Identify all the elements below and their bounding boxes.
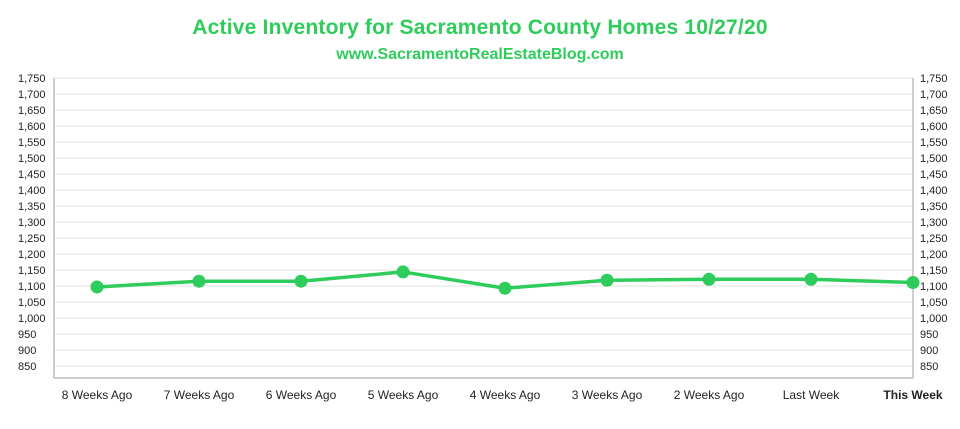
axes <box>53 78 914 379</box>
y-tick-label: 850 <box>920 361 938 373</box>
x-tick-label: 4 Weeks Ago <box>470 388 541 402</box>
y-tick-label: 850 <box>18 361 36 373</box>
x-tick-label: 5 Weeks Ago <box>368 388 439 402</box>
y-axis-right-labels: 850 900 950 1,000 1,050 1,100 1,150 1,200 1,250 1… <box>920 73 948 373</box>
x-tick-label: 3 Weeks Ago <box>572 388 643 402</box>
y-tick-label: 1,750 <box>920 73 948 85</box>
data-point <box>804 272 818 286</box>
x-tick-label: 6 Weeks Ago <box>266 388 337 402</box>
data-point <box>192 274 206 288</box>
y-tick-label: 1,700 <box>920 89 948 101</box>
y-tick-label: 950 <box>920 329 938 341</box>
y-tick-label: 1,450 <box>920 169 948 181</box>
data-point <box>600 273 614 287</box>
data-point <box>90 280 104 294</box>
y-tick-label: 1,350 <box>18 201 46 213</box>
y-tick-label: 1,700 <box>18 89 46 101</box>
y-tick-label: 1,050 <box>920 297 948 309</box>
y-tick-label: 1,150 <box>920 265 948 277</box>
x-axis-labels: 8 Weeks Ago 7 Weeks Ago 6 Weeks Ago 5 Weeks… <box>62 388 943 402</box>
y-tick-label: 1,350 <box>920 201 948 213</box>
x-tick-label: 7 Weeks Ago <box>164 388 235 402</box>
data-point <box>498 281 512 295</box>
series-group <box>90 265 920 295</box>
y-tick-label: 1,000 <box>920 313 948 325</box>
y-tick-label: 1,750 <box>18 73 46 85</box>
y-tick-label: 1,150 <box>18 265 46 277</box>
y-tick-label: 1,450 <box>18 169 46 181</box>
x-tick-label: 8 Weeks Ago <box>62 388 133 402</box>
y-tick-label: 1,200 <box>18 249 46 261</box>
data-point <box>396 265 410 279</box>
y-tick-label: 1,500 <box>18 153 46 165</box>
y-tick-label: 900 <box>18 345 36 357</box>
data-point <box>702 272 716 286</box>
y-tick-label: 1,050 <box>18 297 46 309</box>
y-tick-label: 1,000 <box>18 313 46 325</box>
y-tick-label: 1,400 <box>18 185 46 197</box>
y-tick-label: 1,100 <box>18 281 46 293</box>
y-tick-label: 1,600 <box>18 121 46 133</box>
chart-title: Active Inventory for Sacramento County H… <box>192 16 768 39</box>
y-tick-label: 1,300 <box>18 217 46 229</box>
y-tick-label: 1,250 <box>18 233 46 245</box>
chart-subtitle: www.SacramentoRealEstateBlog.com <box>336 46 624 63</box>
x-tick-label: Last Week <box>783 388 840 402</box>
y-tick-label: 1,650 <box>18 105 46 117</box>
y-tick-label: 1,250 <box>920 233 948 245</box>
y-tick-label: 1,650 <box>920 105 948 117</box>
y-tick-label: 1,400 <box>920 185 948 197</box>
y-tick-label: 1,200 <box>920 249 948 261</box>
data-point <box>294 274 308 288</box>
y-axis-left-labels: 850 900 950 1,000 1,050 1,100 1,150 1,200 1,250 1… <box>18 73 46 373</box>
x-tick-label: 2 Weeks Ago <box>674 388 745 402</box>
y-tick-label: 1,550 <box>920 137 948 149</box>
y-tick-label: 950 <box>18 329 36 341</box>
data-point <box>906 275 920 289</box>
x-tick-label: This Week <box>883 388 942 402</box>
y-tick-label: 900 <box>920 345 938 357</box>
y-tick-label: 1,500 <box>920 153 948 165</box>
y-tick-label: 1,550 <box>18 137 46 149</box>
y-tick-label: 1,600 <box>920 121 948 133</box>
y-tick-label: 1,300 <box>920 217 948 229</box>
y-tick-label: 1,100 <box>920 281 948 293</box>
grid-lines <box>54 77 913 367</box>
